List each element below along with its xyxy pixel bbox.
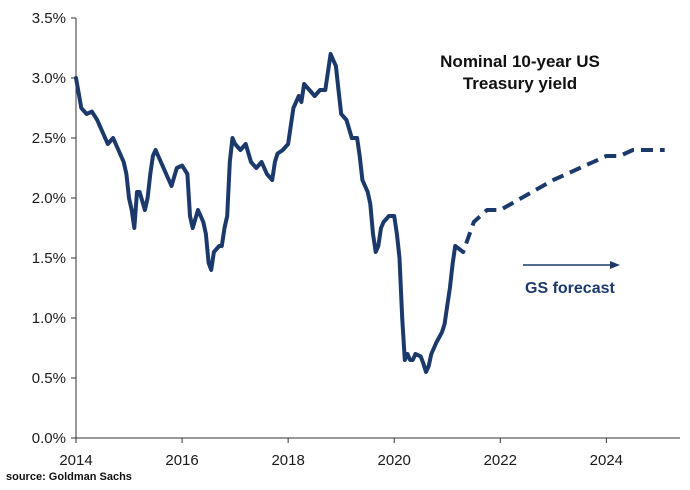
y-tick-label: 0.0% [32,430,66,447]
y-tick-label: 3.5% [32,10,66,27]
yield-line [74,52,458,374]
source-note: source: Goldman Sachs [6,471,132,483]
y-axis: 0.0% 0.5% 1.0% 1.5% 2.0% 2.5% 3.0% 3.5% [32,10,77,447]
y-tick-label: 1.0% [32,310,66,327]
x-axis: 2014 2016 2018 2020 2022 2024 [59,437,680,469]
y-tick-label: 2.5% [32,130,66,147]
x-tick-label: 2016 [165,452,198,469]
y-tick-label: 3.0% [32,70,66,87]
chart-title-line-2: Treasury yield [463,74,577,93]
y-tick-label: 0.5% [32,370,66,387]
forecast-label: GS forecast [525,280,615,297]
y-tick-label: 1.5% [32,250,66,267]
x-tick-label: 2020 [378,452,411,469]
x-tick-label: 2024 [590,452,623,469]
forecast-line [454,148,665,254]
chart-title-line-1: Nominal 10-year US [440,52,600,71]
forecast-arrow [523,261,620,269]
series-group [74,52,665,374]
x-tick-label: 2014 [59,452,92,469]
x-tick-label: 2018 [271,452,304,469]
x-tick-label: 2022 [484,452,517,469]
y-tick-label: 2.0% [32,190,66,207]
